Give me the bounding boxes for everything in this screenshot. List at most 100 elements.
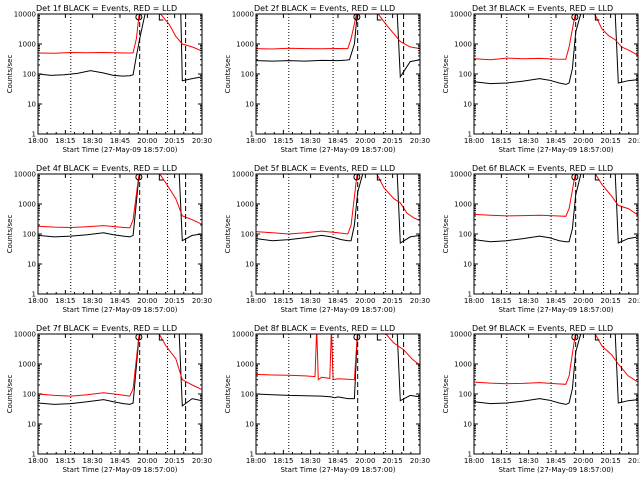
x-tick-label: 20:30 <box>192 137 212 145</box>
time-marker-bracket <box>376 14 382 21</box>
series-line-events <box>38 334 202 407</box>
plot-frame <box>37 173 203 295</box>
panel-4: Det 4f BLACK = Events, RED = LLD 1 10 100 10… <box>6 164 212 314</box>
x-tick-label: 20:30 <box>410 457 430 465</box>
plot-frame <box>473 333 639 455</box>
y-tick-label: 1 <box>32 291 36 299</box>
x-tick-label: 18:30 <box>83 137 103 145</box>
x-tick-label: 20:00 <box>355 137 375 145</box>
plot-frame <box>255 333 421 455</box>
time-marker-bracket <box>376 174 382 181</box>
x-tick-label: 18:30 <box>83 457 103 465</box>
y-tick-label: 100 <box>23 231 36 239</box>
y-tick-label: 1 <box>250 131 254 139</box>
y-tick-label: 1000 <box>18 41 36 49</box>
series-line-lld <box>256 334 420 381</box>
y-tick-label: 1 <box>32 451 36 459</box>
panel-1: Det 1f BLACK = Events, RED = LLD 1 10 100 10… <box>6 4 212 154</box>
time-marker-bracket <box>594 174 600 181</box>
x-tick-label: 20:00 <box>137 297 157 305</box>
series-line-lld <box>474 334 638 385</box>
x-tick-label: 18:15 <box>491 457 511 465</box>
time-marker-bracket <box>158 14 164 21</box>
x-tick-label: 18:45 <box>546 297 566 305</box>
y-axis-label: Counts/sec <box>442 375 450 414</box>
y-tick-label: 1000 <box>454 361 472 369</box>
series-line-events <box>38 174 202 242</box>
y-tick-label: 10 <box>27 261 36 269</box>
panel-title: Det 1f BLACK = Events, RED = LLD <box>36 4 177 13</box>
y-tick-label: 10000 <box>232 331 254 339</box>
x-tick-label: 18:30 <box>519 457 539 465</box>
y-tick-label: 100 <box>459 391 472 399</box>
x-tick-label: 18:15 <box>491 297 511 305</box>
x-tick-label: 18:30 <box>519 137 539 145</box>
x-tick-label: 20:15 <box>601 297 621 305</box>
x-tick-label: 20:00 <box>137 457 157 465</box>
x-tick-label: 20:00 <box>573 137 593 145</box>
y-tick-label: 1 <box>468 291 472 299</box>
series-line-lld <box>256 174 420 235</box>
series-line-lld <box>474 14 638 61</box>
x-tick-label: 18:00 <box>246 297 266 305</box>
series-group <box>474 174 638 244</box>
series-line-lld <box>38 334 202 397</box>
panel-title: Det 9f BLACK = Events, RED = LLD <box>472 324 613 333</box>
x-tick-label: 20:30 <box>628 137 640 145</box>
y-tick-label: 100 <box>23 71 36 79</box>
y-axis-label: Counts/sec <box>224 55 232 94</box>
y-axis-label: Counts/sec <box>224 375 232 414</box>
time-marker-bracket <box>158 174 164 181</box>
plot-frame <box>473 13 639 135</box>
x-tick-label: 18:00 <box>246 137 266 145</box>
x-tick-label: 18:00 <box>464 457 484 465</box>
panel-7: Det 7f BLACK = Events, RED = LLD 1 10 100 10… <box>6 324 212 474</box>
y-tick-label: 1 <box>250 291 254 299</box>
x-tick-label: 18:45 <box>546 457 566 465</box>
x-tick-label: 20:15 <box>383 457 403 465</box>
y-tick-label: 10000 <box>450 171 472 179</box>
series-line-events <box>256 14 420 79</box>
x-tick-label: 18:30 <box>301 457 321 465</box>
x-tick-label: 20:30 <box>192 457 212 465</box>
panel-9: Det 9f BLACK = Events, RED = LLD 1 10 100 10… <box>442 324 640 474</box>
y-axis-label: Counts/sec <box>6 55 14 94</box>
y-axis-label: Counts/sec <box>224 215 232 254</box>
y-axis-label: Counts/sec <box>6 375 14 414</box>
x-tick-label: 20:15 <box>601 137 621 145</box>
x-tick-label: 20:15 <box>383 137 403 145</box>
y-tick-label: 10000 <box>232 11 254 19</box>
series-line-events <box>38 14 202 82</box>
y-axis-label: Counts/sec <box>6 215 14 254</box>
y-tick-label: 10 <box>245 101 254 109</box>
x-tick-label: 20:00 <box>573 457 593 465</box>
y-tick-label: 10 <box>245 421 254 429</box>
y-tick-label: 10000 <box>450 331 472 339</box>
plot-frame <box>255 173 421 295</box>
x-tick-label: 18:00 <box>464 137 484 145</box>
series-group <box>38 14 202 82</box>
x-tick-label: 18:45 <box>110 297 130 305</box>
y-tick-label: 1000 <box>454 41 472 49</box>
x-tick-label: 20:15 <box>165 457 185 465</box>
x-tick-label: 20:15 <box>383 297 403 305</box>
x-tick-label: 18:00 <box>28 137 48 145</box>
series-group <box>256 174 420 244</box>
time-marker-bracket <box>594 14 600 21</box>
panel-title: Det 4f BLACK = Events, RED = LLD <box>36 164 177 173</box>
y-tick-label: 1000 <box>236 361 254 369</box>
x-tick-label: 18:45 <box>110 137 130 145</box>
time-marker-bracket <box>376 334 382 341</box>
y-tick-label: 1000 <box>454 201 472 209</box>
y-tick-label: 10000 <box>14 11 36 19</box>
panel-3: Det 3f BLACK = Events, RED = LLD 1 10 100 10… <box>442 4 640 154</box>
series-line-events <box>256 334 420 402</box>
time-marker-bracket <box>594 334 600 341</box>
x-tick-label: 18:30 <box>519 297 539 305</box>
x-tick-label: 18:30 <box>83 297 103 305</box>
y-tick-label: 1000 <box>18 201 36 209</box>
series-group <box>474 14 638 85</box>
x-tick-label: 20:00 <box>573 297 593 305</box>
y-tick-label: 1 <box>250 451 254 459</box>
